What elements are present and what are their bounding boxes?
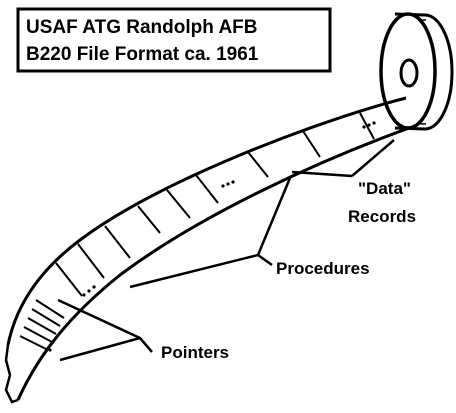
record-divider [137, 205, 161, 234]
pointers-leader-1 [57, 298, 153, 353]
label-procedures: Procedures [276, 259, 370, 278]
procedures-leader-2 [129, 253, 259, 289]
data-leader-1 [291, 170, 353, 178]
record-divider [166, 189, 191, 219]
pointer-stripe [19, 335, 49, 351]
title-box: USAF ATG Randolph AFB B220 File Format c… [16, 7, 332, 73]
title-frame [16, 7, 332, 73]
record-divider [55, 262, 83, 297]
leader-lines [57, 139, 395, 362]
label-data-line2: Records [348, 207, 416, 226]
tape-strip [4, 96, 413, 404]
pointer-stripe [27, 317, 57, 335]
tape-top-edge [6, 96, 407, 346]
record-divider [104, 225, 131, 259]
record-divider [302, 130, 321, 158]
data-leader-2 [351, 139, 395, 177]
record-divider [77, 243, 105, 279]
reel-hub [399, 58, 419, 88]
label-data-line1: "Data" [358, 179, 411, 198]
pointer-stripe [31, 308, 61, 327]
record-dots [42, 121, 376, 356]
title-line-2: B220 File Format ca. 1961 [26, 44, 259, 65]
title-line-1: USAF ATG Randolph AFB [26, 17, 258, 38]
tape-reel [379, 12, 454, 131]
label-pointers: Pointers [161, 343, 229, 362]
record-divider [359, 112, 375, 140]
pointer-stripe [35, 299, 65, 319]
pointer-stripe [23, 326, 53, 343]
record-divider [247, 151, 269, 178]
pointers-leader-2 [59, 336, 141, 362]
record-divider [195, 174, 219, 204]
tape-torn-end [4, 344, 19, 404]
